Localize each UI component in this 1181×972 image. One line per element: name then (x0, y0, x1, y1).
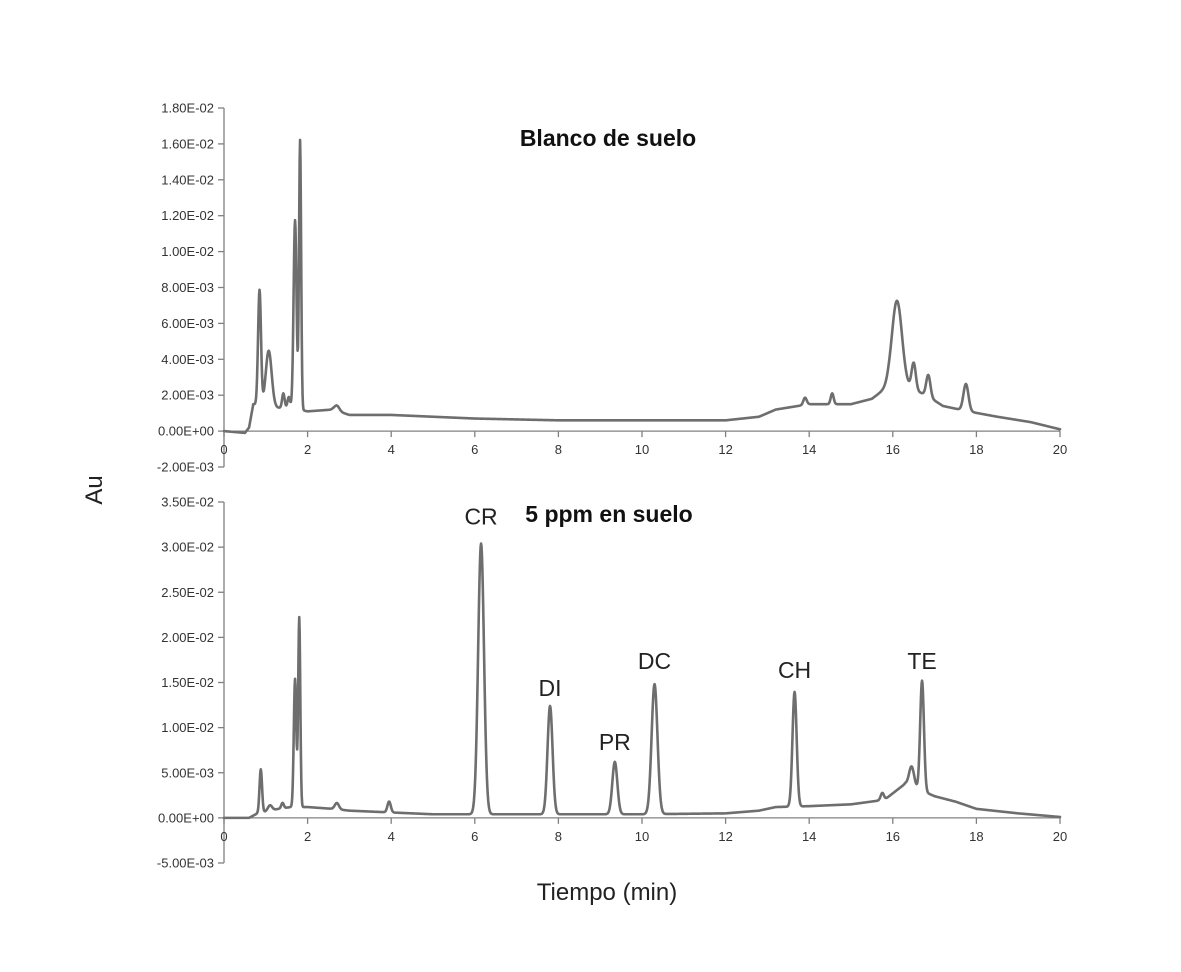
x-tick-label: 20 (1053, 442, 1067, 457)
y-tick-label: 2.00E-03 (161, 388, 214, 403)
peak-label-dc: DC (638, 648, 671, 674)
chromatogram-trace (222, 542, 1062, 820)
y-tick-label: 1.80E-02 (161, 101, 214, 116)
y-tick-label: 5.00E-03 (161, 765, 214, 780)
x-tick-label: 0 (220, 442, 227, 457)
x-tick-label: 16 (886, 829, 900, 844)
y-tick-label: -5.00E-03 (157, 856, 214, 871)
x-tick-label: 10 (635, 442, 649, 457)
peak-label-cr: CR (464, 504, 497, 530)
peak-label-te: TE (907, 648, 936, 674)
panel-title: 5 ppm en suelo (525, 501, 692, 527)
y-tick-label: 3.50E-02 (161, 495, 214, 510)
chromatogram-trace (222, 138, 1062, 435)
y-tick-label: 1.00E-02 (161, 720, 214, 735)
y-tick-label: 1.20E-02 (161, 208, 214, 223)
x-tick-label: 18 (969, 442, 983, 457)
x-tick-label: 14 (802, 829, 816, 844)
y-tick-label: 2.50E-02 (161, 585, 214, 600)
peak-label-ch: CH (778, 657, 811, 683)
x-tick-label: 6 (471, 829, 478, 844)
x-axis-label: Tiempo (min) (537, 879, 677, 906)
y-tick-label: 1.40E-02 (161, 172, 214, 187)
y-tick-label: 3.00E-02 (161, 540, 214, 555)
x-tick-label: 12 (718, 442, 732, 457)
x-tick-label: 16 (886, 442, 900, 457)
y-tick-label: -2.00E-03 (157, 460, 214, 475)
y-tick-label: 6.00E-03 (161, 316, 214, 331)
peak-label-di: DI (539, 675, 562, 701)
x-tick-label: 4 (388, 442, 395, 457)
y-tick-label: 4.00E-03 (161, 352, 214, 367)
x-tick-label: 8 (555, 442, 562, 457)
y-tick-label: 1.50E-02 (161, 675, 214, 690)
x-tick-label: 20 (1053, 829, 1067, 844)
x-tick-label: 2 (304, 442, 311, 457)
x-tick-label: 4 (388, 829, 395, 844)
x-tick-label: 10 (635, 829, 649, 844)
x-tick-label: 14 (802, 442, 816, 457)
y-axis-label: Au (81, 475, 108, 504)
panel-blanco-de-suelo: -2.00E-03 0.00E+00 2.00E-03 4.00E-03 6.00E-0… (157, 101, 1067, 475)
y-tick-label: 0.00E+00 (158, 810, 214, 825)
panel-5-ppm-en-suelo: -5.00E-03 0.00E+00 5.00E-03 1.00E-02 1.50E-0… (157, 495, 1067, 871)
panel-title: Blanco de suelo (520, 125, 696, 151)
peak-label-pr: PR (599, 729, 631, 755)
y-tick-label: 8.00E-03 (161, 280, 214, 295)
y-tick-label: 0.00E+00 (158, 424, 214, 439)
x-tick-label: 6 (471, 442, 478, 457)
y-tick-label: 2.00E-02 (161, 630, 214, 645)
x-tick-label: 12 (718, 829, 732, 844)
x-tick-label: 18 (969, 829, 983, 844)
x-tick-label: 8 (555, 829, 562, 844)
y-tick-label: 1.60E-02 (161, 136, 214, 151)
x-tick-label: 2 (304, 829, 311, 844)
y-tick-label: 1.00E-02 (161, 244, 214, 259)
x-tick-label: 0 (220, 829, 227, 844)
